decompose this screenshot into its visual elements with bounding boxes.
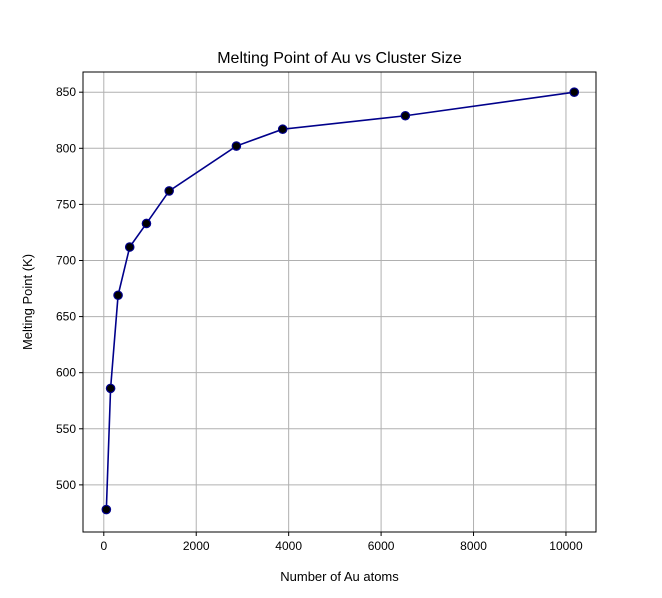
grid	[83, 72, 596, 532]
y-tick-label: 600	[56, 366, 76, 380]
y-tick-label: 500	[56, 478, 76, 492]
y-tick-label: 650	[56, 310, 76, 324]
series-layer	[101, 87, 580, 515]
chart-title: Melting Point of Au vs Cluster Size	[217, 50, 462, 67]
data-point	[164, 186, 174, 196]
x-axis-label: Number of Au atoms	[280, 569, 399, 584]
y-tick-label: 700	[56, 253, 76, 267]
x-tick-label: 6000	[368, 539, 395, 553]
y-tick-label: 750	[56, 197, 76, 211]
data-point	[101, 504, 112, 515]
data-point	[277, 124, 288, 135]
y-tick-label: 850	[56, 85, 76, 99]
data-point	[105, 383, 116, 394]
series-line	[105, 91, 575, 510]
data-point	[141, 218, 152, 229]
y-tick-label: 800	[56, 141, 76, 155]
x-tick-label: 2000	[183, 539, 210, 553]
x-tick-label: 4000	[275, 539, 302, 553]
data-point	[113, 290, 123, 301]
y-axis-label: Melting Point (K)	[20, 254, 35, 350]
plot-frame	[82, 71, 597, 533]
y-tick-label: 550	[56, 422, 76, 436]
x-tick-label: 8000	[460, 539, 487, 553]
ticks: 0 2000 4000 6000 8000 10000 500 550 600 650 700 750…	[56, 85, 583, 553]
data-point	[569, 87, 580, 97]
data-point	[400, 110, 411, 121]
x-tick-label: 10000	[549, 539, 583, 553]
data-point	[124, 242, 135, 252]
x-tick-label: 0	[100, 539, 107, 553]
data-point	[231, 141, 242, 151]
